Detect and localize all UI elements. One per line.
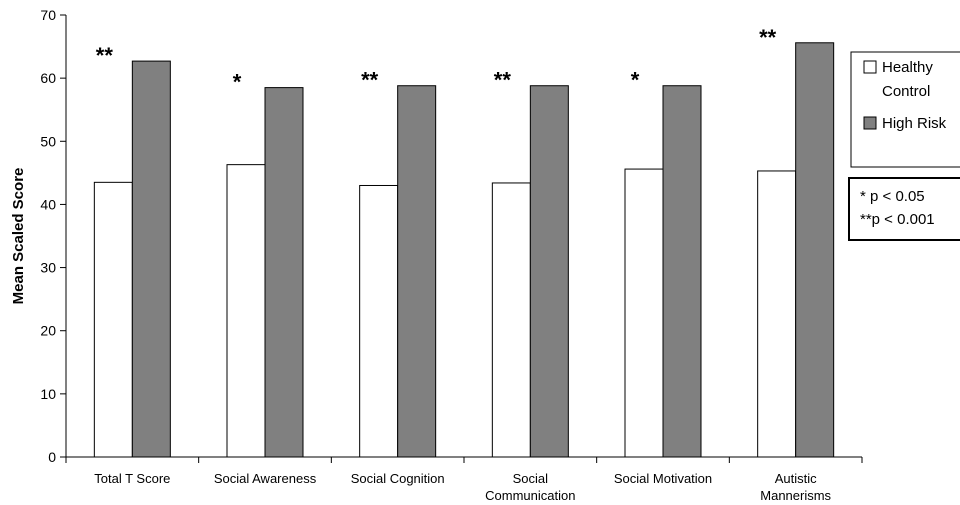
y-tick-label: 70 [40, 7, 56, 23]
significance-mark: * [233, 70, 242, 95]
x-tick-label: Social Cognition [351, 471, 445, 486]
bar-healthy-control [226, 164, 266, 458]
x-tick-label: Social Awareness [214, 471, 317, 486]
bar-high-risk [397, 85, 437, 458]
bar-healthy-control [491, 182, 531, 458]
y-tick-label: 40 [40, 196, 56, 212]
legend-swatch [863, 116, 877, 130]
note-line: * p < 0.05 [860, 188, 925, 205]
significance-mark: ** [759, 25, 777, 50]
x-axis: Total T Score Social Awareness Social Cogn… [65, 456, 863, 503]
y-tick-label: 60 [40, 70, 56, 86]
significance-note: * p < 0.05 **p < 0.001 [848, 177, 960, 241]
bar-healthy-control [359, 184, 399, 458]
y-axis-label: Mean Scaled Score [10, 168, 27, 305]
y-tick-label: 0 [48, 449, 56, 465]
bar-high-risk [795, 42, 835, 458]
significance-mark: * [631, 68, 640, 93]
legend-label: Healthy Control [882, 59, 933, 100]
bars [93, 42, 835, 458]
bar-high-risk [264, 87, 304, 458]
x-tick-label: Total T Score [94, 471, 170, 486]
y-tick-label: 30 [40, 260, 56, 276]
bar-high-risk [529, 85, 569, 458]
y-tick-label: 20 [40, 323, 56, 339]
x-tick-label: Social Motivation [614, 471, 712, 486]
y-axis: 0 10 20 30 40 50 60 70 Mean Scaled Score [10, 7, 67, 465]
y-tick-label: 50 [40, 133, 56, 149]
legend-box [850, 51, 960, 168]
bar-healthy-control [93, 181, 133, 458]
bar-healthy-control [757, 170, 797, 458]
legend-label: High Risk [882, 115, 947, 132]
significance-mark: ** [494, 68, 512, 93]
bar-high-risk [131, 60, 171, 458]
significance-mark: ** [96, 43, 114, 68]
x-tick-label: Autistic Mannerisms [760, 471, 831, 503]
x-tick-label: Social Communication [485, 471, 575, 503]
significance-marks: *** ** ** *** [96, 25, 777, 95]
legend: Healthy Control High Risk [850, 51, 960, 168]
legend-swatch [863, 60, 877, 74]
note-line: **p < 0.001 [860, 211, 935, 228]
note-box [848, 177, 960, 241]
significance-mark: ** [361, 68, 379, 93]
bar-high-risk [662, 85, 702, 458]
y-tick-label: 10 [40, 386, 56, 402]
bar-healthy-control [624, 168, 664, 458]
